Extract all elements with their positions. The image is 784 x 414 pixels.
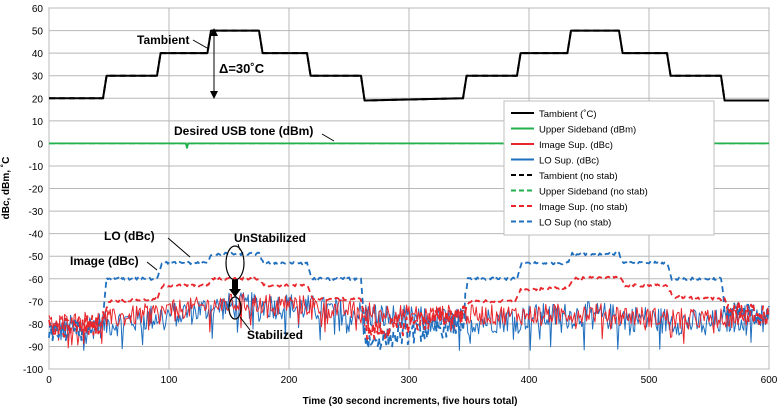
unstabilized-ellipse [225,245,245,281]
y-tick-label: -70 [29,297,44,308]
legend-label: Tambient (no stab) [539,171,618,182]
y-tick-label: -30 [29,207,44,218]
y-tick-label: -100 [23,365,43,376]
x-tick-label: 100 [161,375,178,386]
shift-arrow-shaft [232,280,238,289]
annotation-image: Image (dBc) [70,254,139,268]
y-tick-label: 40 [32,49,44,60]
legend: Tambient (˚C) Upper Sideband (dBm) Image S… [503,100,715,236]
x-tick-label: 0 [46,375,52,386]
annotation-tambient: Tambient [137,33,189,47]
annotation-delta: Δ=30˚C [219,61,265,76]
legend-label: Upper Sideband (no stab) [539,187,648,198]
x-tick-label: 400 [521,375,538,386]
legend-label: Tambient (˚C) [539,109,597,120]
y-axis-label: dBc, dBm, ˚C [0,157,12,220]
annotation-usb: Desired USB tone (dBm) [174,124,313,138]
y-tick-label: -80 [29,320,44,331]
legend-label: Upper Sideband (dBm) [539,125,636,136]
usb-leader [321,133,335,142]
x-tick-label: 200 [281,375,298,386]
x-tick-label: 300 [401,375,418,386]
series-line-2 [48,293,770,349]
y-axis-ticks: -100-90-80-70-60-50-40-30-20-10010203040… [23,4,43,376]
y-tick-label: -10 [29,162,44,173]
legend-label: Image Sup. (no stab) [539,202,628,213]
stabilized-ellipse [228,296,242,320]
y-tick-label: 0 [37,139,43,150]
y-tick-label: 10 [32,117,44,128]
x-axis-label: Time (30 second increments, five hours t… [303,396,518,407]
image-leader [146,261,158,271]
tambient-leader [192,39,208,49]
y-tick-label: -60 [29,275,44,286]
x-tick-label: 600 [761,375,778,386]
y-tick-label: -20 [29,185,44,196]
series-line-6 [48,274,770,340]
y-tick-label: 60 [32,4,44,15]
y-tick-label: -90 [29,342,44,353]
series-line-4 [49,29,769,102]
stabilized-leader [239,316,251,331]
delta-arrow-head-bottom [210,91,218,99]
y-tick-label: -40 [29,230,44,241]
y-tick-label: 20 [32,94,44,105]
x-tick-label: 500 [641,375,658,386]
legend-label: Image Sup. (dBc) [539,140,613,151]
annotation-stabilized: Stabilized [247,328,303,342]
shift-arrow-head [229,289,241,297]
lo-leader [167,237,191,258]
legend-box [503,100,715,236]
annotation-unstabilized: UnStabilized [234,231,306,245]
y-tick-label: 50 [32,27,44,38]
x-axis-ticks: 0 100 200 300 400 500 600 [46,375,778,386]
series-layer [48,29,770,351]
annotation-lo: LO (dBc) [104,229,155,243]
y-tick-label: 30 [32,72,44,83]
delta-arrow-head-top [210,28,218,36]
legend-label: LO Sup (no stab) [539,218,611,229]
legend-label: LO Sup. (dBc) [539,156,599,167]
y-tick-label: -50 [29,252,44,263]
annotation-layer: Tambient Δ=30˚C Desired USB tone (dBm) L… [70,28,335,342]
series-line-7 [48,251,770,350]
